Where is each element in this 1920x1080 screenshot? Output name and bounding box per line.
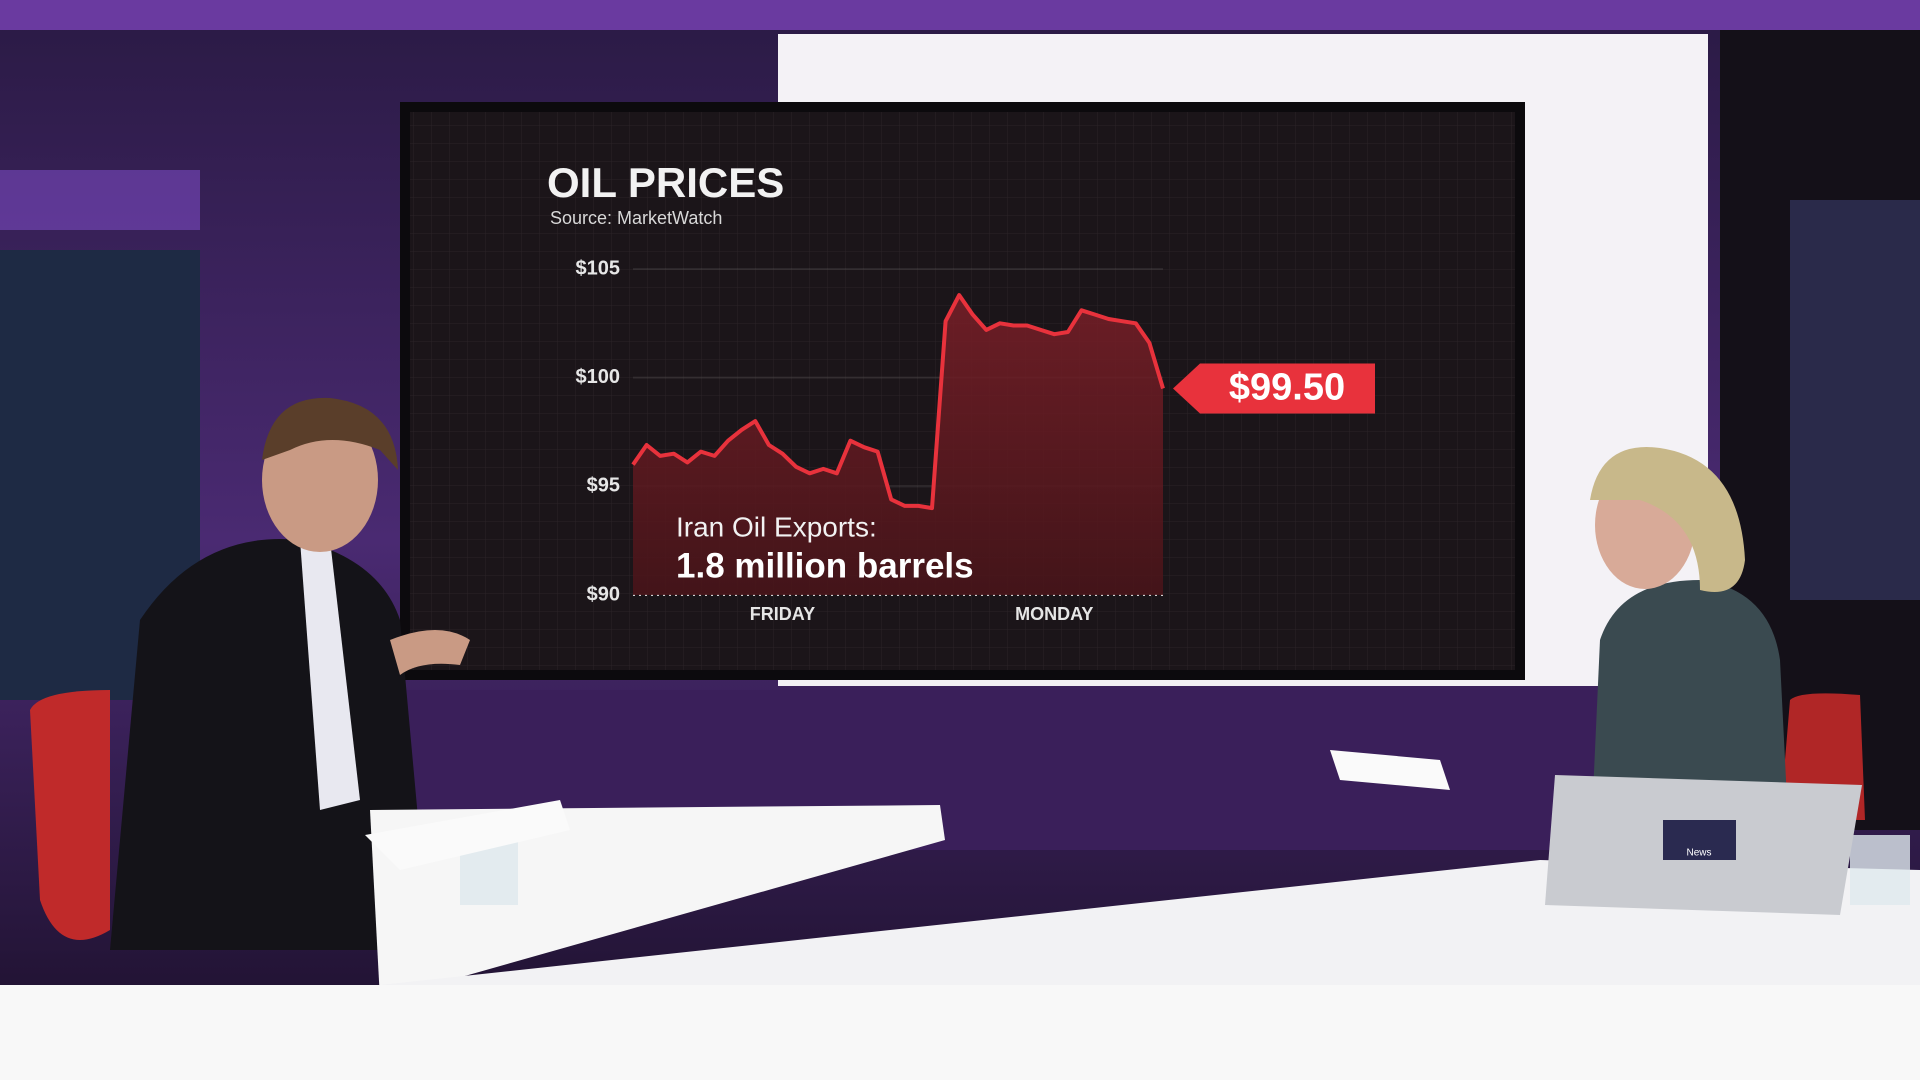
annotation: 1.8 million barrels [676,546,974,585]
y-tick-label: $90 [587,583,620,605]
man-hand [390,630,470,675]
top-light [0,0,1920,30]
y-tick-label: $105 [576,257,621,279]
y-tick-label: $100 [576,366,621,388]
desk-front [0,985,1920,1080]
chair-left [30,690,110,940]
glass [1850,835,1910,905]
chart-subtitle: Source: MarketWatch [550,208,722,228]
callout-label: $99.50 [1229,367,1345,409]
x-tick-label: FRIDAY [750,604,815,624]
plot: $105 $100 $95 $90 FRIDAY MONDAY $99.50 [576,257,1375,624]
chart-title: OIL PRICES [547,159,784,206]
man-hair [262,397,398,470]
woman-hair [1590,447,1745,592]
x-tick-label: MONDAY [1015,604,1093,624]
laptop-logo [1663,820,1736,860]
left-light [0,170,200,230]
papers [365,800,570,870]
area [633,295,1163,595]
papers [1330,750,1450,790]
desk-right [380,860,1920,990]
annotation: Iran Oil Exports: [676,511,877,542]
newsroom-right [1790,200,1920,600]
man-body [110,539,430,950]
y-tick-label: $95 [587,475,620,497]
line [631,293,1165,511]
callout-box [1173,363,1375,414]
man-shirt [300,540,360,810]
laptop-logo-text: News [1686,848,1711,859]
